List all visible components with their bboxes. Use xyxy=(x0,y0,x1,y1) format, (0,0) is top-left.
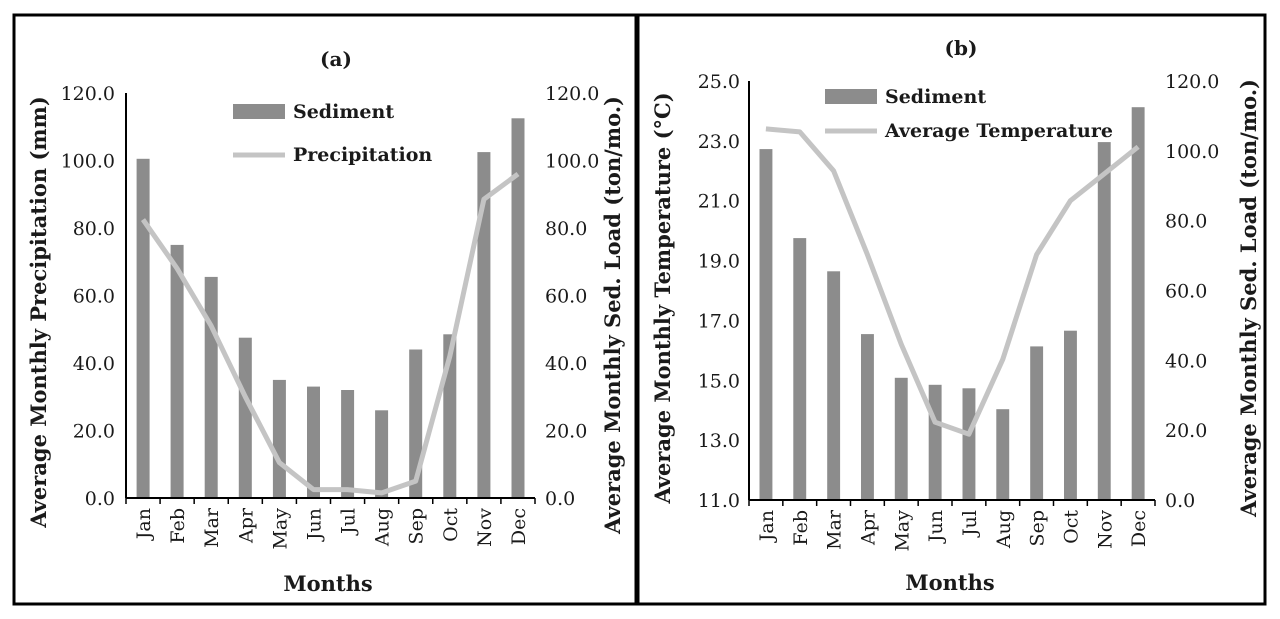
legend-label-line: Average Temperature xyxy=(884,120,1113,142)
y2-tick-label: 0.0 xyxy=(1165,490,1195,512)
x-tick-label: Aug xyxy=(372,508,394,547)
panel-a-title: (a) xyxy=(320,47,352,71)
bar-feb xyxy=(793,238,807,500)
x-tick-label: Feb xyxy=(790,510,812,546)
panel-b-y2-axis-title: Average Monthly Sed. Load (ton/mo.) xyxy=(1236,79,1261,518)
line-series xyxy=(765,126,1140,437)
y2-tick-label: 20.0 xyxy=(1165,420,1207,442)
x-tick-label: Apr xyxy=(857,509,879,546)
y-tick-label: 25.0 xyxy=(698,71,740,93)
y-tick-label: 11.0 xyxy=(698,490,740,512)
panel-a-y-axis-title: Average Monthly Precipitation (mm) xyxy=(26,96,51,529)
bar-sep xyxy=(1030,346,1044,500)
x-tick-label: Jul xyxy=(959,510,981,538)
bar-jul xyxy=(341,390,355,498)
x-tick-label: May xyxy=(891,510,913,552)
x-tick-label: Dec xyxy=(1128,510,1150,547)
panel-a-y2-axis-title: Average Monthly Sed. Load (ton/mo.) xyxy=(600,96,625,535)
x-tick-label: Nov xyxy=(474,508,496,547)
panel-b-title: (b) xyxy=(945,36,978,60)
y-tick-label: 60.0 xyxy=(73,286,115,308)
bar-may xyxy=(894,377,908,500)
legend-bar-swatch xyxy=(825,89,877,104)
x-tick-label: Jun xyxy=(925,510,947,544)
y2-tick-label: 20.0 xyxy=(545,421,587,443)
bar-oct xyxy=(1064,330,1077,500)
bar-mar xyxy=(827,271,841,500)
y2-tick-label: 120.0 xyxy=(1165,71,1219,93)
bar-dec xyxy=(511,118,525,499)
y-tick-label: 100.0 xyxy=(61,151,115,173)
bar-mar xyxy=(204,276,218,498)
bar-aug xyxy=(996,409,1010,500)
x-tick-label: Mar xyxy=(824,509,846,550)
y-tick-label: 23.0 xyxy=(698,131,740,153)
x-tick-label: Jan xyxy=(133,508,155,541)
x-tick-label: Mar xyxy=(201,507,223,548)
legend-bar-swatch xyxy=(233,104,285,119)
y-tick-label: 120.0 xyxy=(61,83,115,105)
bar-may xyxy=(272,379,286,498)
x-tick-label: Jan xyxy=(756,510,778,543)
x-tick-label: Feb xyxy=(167,508,189,544)
x-tick-label: Sep xyxy=(406,508,428,544)
legend-label-sediment: Sediment xyxy=(293,101,394,123)
y2-tick-label: 100.0 xyxy=(545,151,599,173)
y-tick-label: 13.0 xyxy=(698,430,740,452)
x-tick-label: Jun xyxy=(304,508,326,542)
y2-tick-label: 120.0 xyxy=(545,83,599,105)
panel-b-frame xyxy=(636,13,1267,606)
y-tick-label: 17.0 xyxy=(698,310,740,332)
y-tick-label: 20.0 xyxy=(73,421,115,443)
y2-tick-label: 60.0 xyxy=(545,286,587,308)
legend-label-sediment: Sediment xyxy=(885,86,986,108)
x-tick-label: Aug xyxy=(993,510,1015,549)
y-tick-label: 40.0 xyxy=(73,353,115,375)
y2-tick-label: 0.0 xyxy=(545,488,575,510)
bar-feb xyxy=(170,244,184,498)
y2-tick-label: 40.0 xyxy=(545,353,587,375)
bar-jan xyxy=(759,149,773,500)
line-series xyxy=(140,171,520,496)
bar-jul xyxy=(962,388,976,500)
panel-b-x-axis-title: Months xyxy=(905,570,994,595)
y-tick-label: 15.0 xyxy=(698,370,740,392)
panel-a-plot: Jan Feb Mar Apr May Jun Jul Aug Sep Oct Nov Dec 0.0 2… xyxy=(61,83,600,550)
y2-tick-label: 40.0 xyxy=(1165,350,1207,372)
x-tick-label: Dec xyxy=(508,508,530,545)
y2-tick-label: 80.0 xyxy=(545,218,587,240)
y-tick-label: 21.0 xyxy=(698,191,740,213)
y-tick-label: 19.0 xyxy=(698,251,740,273)
panel-b-plot: Jan Feb Mar Apr May Jun Jul Aug Sep Oct Nov Dec 11.0… xyxy=(698,71,1220,552)
panel-b-y-axis-title: Average Monthly Temperature (°C) xyxy=(650,92,675,504)
bar-nov xyxy=(477,152,491,498)
x-tick-label: Nov xyxy=(1094,510,1116,549)
bar-nov xyxy=(1097,142,1111,500)
y-tick-label: 0.0 xyxy=(85,488,115,510)
bar-jun xyxy=(928,384,942,500)
bar-jun xyxy=(307,386,320,498)
x-tick-label: Apr xyxy=(235,507,257,544)
legend-label-line: Precipitation xyxy=(293,144,432,166)
bar-apr xyxy=(238,337,252,498)
panel-a-x-axis-title: Months xyxy=(283,571,372,596)
x-tick-label: Sep xyxy=(1027,510,1049,546)
panel-a-frame xyxy=(12,13,638,606)
bar-jan xyxy=(136,158,150,499)
bar-aug xyxy=(375,410,389,499)
x-tick-label: Oct xyxy=(1060,510,1082,544)
y-tick-label: 80.0 xyxy=(73,218,115,240)
x-tick-label: Jul xyxy=(338,508,360,536)
y2-tick-label: 100.0 xyxy=(1165,141,1219,163)
y2-tick-label: 80.0 xyxy=(1165,211,1207,233)
bar-dec xyxy=(1131,107,1145,500)
x-tick-label: May xyxy=(269,508,291,550)
y2-tick-label: 60.0 xyxy=(1165,281,1207,303)
bar-apr xyxy=(861,334,874,500)
x-tick-label: Oct xyxy=(440,508,462,542)
